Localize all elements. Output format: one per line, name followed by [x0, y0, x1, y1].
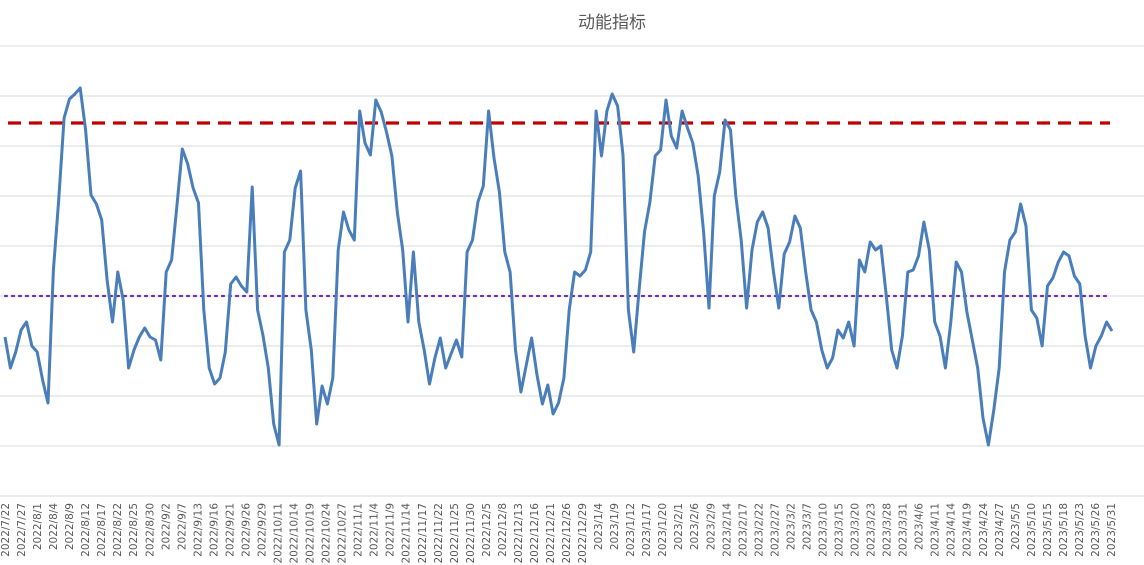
x-tick-label: 2023/4/6 [914, 503, 926, 550]
x-tick-label: 2022/9/7 [176, 503, 188, 550]
x-tick-label: 2022/7/27 [16, 503, 28, 557]
x-tick-label: 2022/11/17 [417, 503, 429, 564]
x-tick-label: 2022/9/29 [257, 503, 269, 557]
x-tick-label: 2022/12/16 [529, 503, 541, 564]
chart-title: 动能指标 [578, 13, 646, 33]
x-tick-label: 2023/4/14 [946, 503, 958, 557]
x-tick-label: 2023/5/26 [1090, 503, 1102, 557]
x-tick-label: 2022/11/30 [465, 503, 477, 564]
x-tick-label: 2022/8/30 [144, 503, 156, 557]
x-tick-label: 2023/1/4 [593, 503, 605, 550]
x-tick-label: 2022/9/21 [224, 503, 236, 557]
x-tick-label: 2022/10/11 [273, 503, 285, 564]
x-tick-label: 2022/11/14 [401, 503, 413, 564]
x-tick-label: 2023/3/10 [818, 503, 830, 557]
x-tick-label: 2023/2/27 [769, 503, 781, 557]
x-tick-label: 2022/8/17 [96, 503, 108, 557]
x-tick-label: 2023/3/20 [850, 503, 862, 557]
x-tick-label: 2023/3/23 [866, 503, 878, 557]
x-tick-label: 2023/5/31 [1106, 503, 1118, 557]
x-tick-label: 2022/8/12 [80, 503, 92, 557]
x-tick-label: 2022/10/24 [321, 503, 333, 564]
x-tick-label: 2023/5/5 [1010, 503, 1022, 550]
x-tick-label: 2022/12/8 [497, 503, 509, 557]
x-tick-label: 2023/3/2 [785, 503, 797, 550]
x-tick-label: 2022/9/13 [192, 503, 204, 557]
x-tick-label: 2022/12/29 [577, 503, 589, 564]
x-tick-label: 2023/2/9 [705, 503, 717, 550]
x-tick-label: 2022/8/22 [112, 503, 124, 557]
x-tick-label: 2023/3/28 [882, 503, 894, 557]
x-tick-label: 2023/4/24 [978, 503, 990, 557]
x-tick-label: 2023/4/27 [994, 503, 1006, 557]
x-tick-label: 2023/5/15 [1042, 503, 1054, 557]
x-tick-label: 2022/8/9 [64, 503, 76, 550]
x-tick-label: 2023/2/22 [753, 503, 765, 557]
x-tick-label: 2022/9/2 [160, 503, 172, 550]
x-tick-label: 2022/8/4 [48, 503, 60, 550]
x-tick-label: 2023/1/17 [641, 503, 653, 557]
x-tick-label: 2022/11/25 [449, 503, 461, 564]
x-tick-label: 2023/3/31 [898, 503, 910, 557]
x-tick-label: 2023/4/19 [962, 503, 974, 557]
x-tick-label: 2022/11/22 [433, 503, 445, 564]
x-tick-label: 2022/11/4 [369, 503, 381, 557]
x-tick-label: 2022/7/22 [0, 503, 12, 557]
x-axis-labels: 2022/7/22 2022/7/27 2022/8/1 2022/8/4 2022/8… [0, 503, 1118, 564]
x-tick-label: 2023/2/1 [673, 503, 685, 550]
x-tick-label: 2022/10/27 [337, 503, 349, 564]
x-tick-label: 2022/11/1 [353, 503, 365, 557]
x-tick-label: 2023/3/7 [801, 503, 813, 550]
series-line [3, 86, 1114, 447]
x-tick-label: 2023/5/10 [1026, 503, 1038, 557]
gridlines [0, 45, 1144, 497]
x-tick-label: 2022/10/14 [289, 503, 301, 564]
x-tick-label: 2022/12/13 [513, 503, 525, 564]
x-tick-label: 2022/8/25 [128, 503, 140, 557]
x-tick-label: 2022/12/5 [481, 503, 493, 557]
x-tick-label: 2023/5/18 [1058, 503, 1070, 557]
x-tick-label: 2022/12/26 [561, 503, 573, 564]
x-tick-label: 2023/5/23 [1074, 503, 1086, 557]
x-tick-label: 2022/11/9 [385, 503, 397, 557]
x-tick-label: 2023/2/17 [737, 503, 749, 557]
x-tick-label: 2023/4/11 [930, 503, 942, 557]
x-tick-label: 2023/1/9 [609, 503, 621, 550]
x-tick-label: 2022/10/19 [305, 503, 317, 564]
x-tick-label: 2022/9/26 [240, 503, 252, 557]
x-tick-label: 2023/1/12 [625, 503, 637, 557]
x-tick-label: 2023/3/15 [834, 503, 846, 557]
x-tick-label: 2023/1/20 [657, 503, 669, 557]
x-tick-label: 2022/9/16 [208, 503, 220, 557]
x-tick-label: 2022/12/21 [545, 503, 557, 564]
x-tick-label: 2023/2/14 [721, 503, 733, 557]
x-tick-label: 2023/2/6 [689, 503, 701, 550]
x-tick-label: 2022/8/1 [32, 503, 44, 550]
